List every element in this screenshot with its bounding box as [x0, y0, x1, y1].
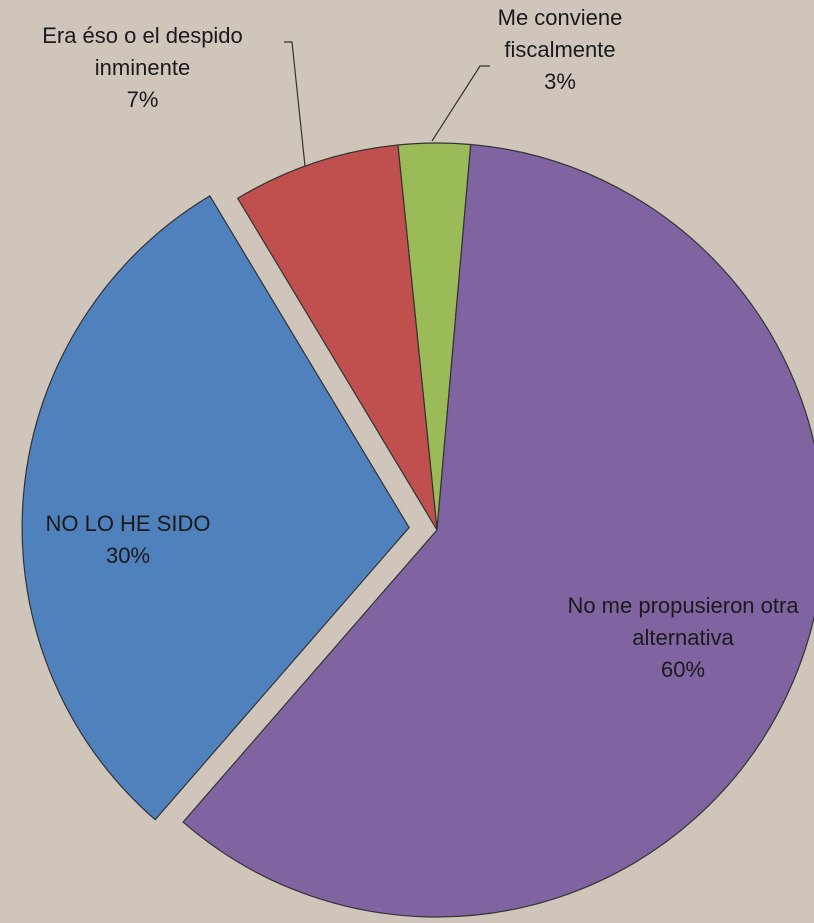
leader-line [284, 41, 306, 167]
value-label: 3% [544, 69, 576, 94]
value-label: 60% [660, 657, 706, 682]
category-label: Me conviene fiscalmente [497, 5, 623, 62]
value-label: 7% [126, 87, 159, 112]
slice-label: Me conviene fiscalmente 3% [475, 2, 645, 98]
slice-label: NO LO HE SIDO 30% [18, 508, 238, 572]
pie-slice [182, 143, 814, 918]
slice-label: No me propusieron otra alternativa 60% [548, 590, 814, 686]
category-label: No me propusieron otra alternativa [567, 593, 799, 650]
slice-label: Era éso o el despido inminente 7% [5, 20, 280, 116]
leader-line [431, 65, 490, 142]
category-label: Era éso o el despido inminente [42, 23, 243, 80]
category-label: NO LO HE SIDO [45, 511, 211, 536]
value-label: 30% [105, 543, 151, 568]
pie-slice [236, 144, 438, 531]
pie-slice [21, 195, 410, 821]
